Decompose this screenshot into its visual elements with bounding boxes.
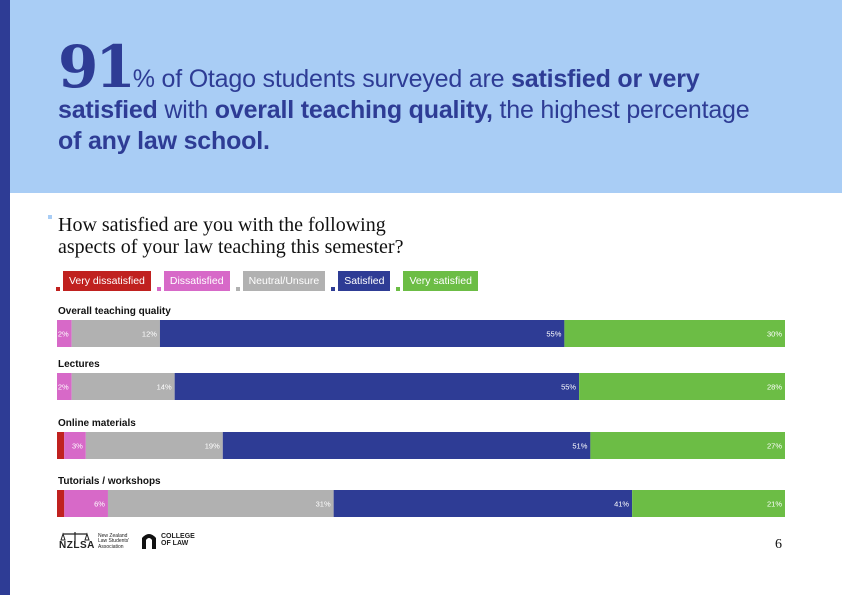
- bar-row-overall-teaching-quality: Overall teaching quality 2% 12% 55% 30%: [57, 306, 785, 347]
- question-line2: aspects of your law teaching this semest…: [58, 236, 404, 258]
- bar-segment-satisfied: [159, 320, 565, 347]
- legend-item-dissatisfied: Dissatisfied: [156, 271, 230, 291]
- category-label: Lectures: [58, 359, 100, 370]
- data-label: 2%: [58, 330, 69, 339]
- hero-text-part3: the highest percentage: [492, 96, 750, 124]
- legend-item-very-dissatisfied: Very dissatisfied: [56, 271, 151, 291]
- category-label: Tutorials / workshops: [58, 476, 161, 487]
- hero-bold1: satisfied or very satisfied: [58, 65, 700, 124]
- chart-legend: Very dissatisfied Dissatisfied Neutral/Uns…: [56, 271, 484, 291]
- legend-swatch: [235, 287, 240, 291]
- data-label: 19%: [205, 442, 220, 451]
- bar-segment-dissatisfied: [57, 320, 72, 347]
- data-label: 55%: [546, 330, 561, 339]
- bar-segment-neutral-unsure: [107, 490, 334, 517]
- legend-item-neutral-unsure: Neutral/Unsure: [235, 271, 326, 291]
- hero-big-number: 91: [58, 33, 136, 101]
- college-arch-icon: [142, 534, 156, 549]
- hero-bold2: overall teaching quality,: [214, 96, 493, 124]
- data-label: 28%: [767, 383, 782, 392]
- bar-segment-dissatisfied: [64, 490, 108, 517]
- legend-swatch: [156, 287, 161, 291]
- college-name: COLLEGE OF LAW: [161, 533, 195, 547]
- category-label: Online materials: [58, 418, 136, 429]
- bar-segment-very-satisfied: [590, 432, 785, 459]
- data-label: 30%: [767, 330, 782, 339]
- legend-label: Satisfied: [338, 271, 391, 291]
- data-label: 6%: [94, 500, 105, 509]
- hero-text-part2: with: [157, 96, 215, 124]
- nzlsa-line1: New Zealand: [98, 532, 128, 539]
- nzlsa-logo: NZLSA New Zealand Law Students' Associat…: [58, 530, 129, 554]
- legend-item-satisfied: Satisfied: [331, 271, 391, 291]
- college-line2: OF LAW: [161, 540, 189, 547]
- bar-segment-very-dissatisfied: [57, 490, 65, 517]
- legend-label: Very satisfied: [403, 271, 478, 291]
- bar-row-lectures: Lectures 2% 14% 55% 28%: [57, 359, 785, 400]
- data-label: 27%: [767, 442, 782, 451]
- bar-segment-satisfied: [333, 490, 633, 517]
- bar-row-online-materials: Online materials 3% 19% 51% 27%: [57, 418, 785, 459]
- bar-segment-satisfied: [174, 373, 580, 400]
- data-label: 31%: [316, 500, 331, 509]
- bar-segment-dissatisfied: [57, 373, 72, 400]
- bar-segment-very-satisfied: [564, 320, 785, 347]
- bar-row-tutorials-workshops: Tutorials / workshops 6% 31% 41% 21%: [57, 476, 785, 517]
- legend-item-very-satisfied: Very satisfied: [396, 271, 478, 291]
- category-label: Overall teaching quality: [58, 306, 171, 317]
- data-label: 21%: [767, 500, 782, 509]
- bar-segment-neutral-unsure: [71, 320, 160, 347]
- nzlsa-line2: Law Students': [98, 538, 130, 545]
- college-line1: COLLEGE: [161, 533, 195, 540]
- hero-text-part1: % of Otago students surveyed are: [132, 65, 512, 93]
- nzlsa-name: New Zealand Law Students' Association: [98, 532, 130, 551]
- left-accent-bar: [0, 0, 10, 595]
- data-label: 2%: [58, 383, 69, 392]
- hero-bold3: of any law school.: [58, 127, 270, 155]
- legend-swatch: [56, 287, 60, 291]
- question-line1: How satisfied are you with the following: [58, 214, 386, 236]
- legend-label: Neutral/Unsure: [242, 271, 326, 291]
- data-label: 51%: [572, 442, 587, 451]
- bar-segment-satisfied: [222, 432, 591, 459]
- data-label: 3%: [72, 442, 83, 451]
- data-label: 55%: [561, 383, 576, 392]
- hero-banner: 91% of Otago students surveyed are satis…: [10, 0, 842, 193]
- page-number: 6: [775, 537, 782, 552]
- hero-headline: 91% of Otago students surveyed are satis…: [58, 38, 778, 157]
- data-label: 41%: [614, 500, 629, 509]
- bar-segment-neutral-unsure: [85, 432, 223, 459]
- legend-swatch: [331, 287, 336, 291]
- college-of-law-logo: COLLEGE OF LAW: [140, 530, 195, 550]
- legend-swatch: [396, 287, 401, 291]
- chart-question: How satisfied are you with the following…: [58, 214, 558, 258]
- nzlsa-mark: NZLSA: [59, 540, 95, 551]
- bar-segment-dissatisfied: [64, 432, 86, 459]
- legend-label: Dissatisfied: [163, 271, 230, 291]
- question-bullet: [48, 215, 52, 219]
- data-label: 14%: [157, 383, 172, 392]
- bar-segment-very-dissatisfied: [57, 432, 65, 459]
- nzlsa-line3: Association: [98, 543, 124, 550]
- bar-segment-very-satisfied: [579, 373, 785, 400]
- scales-icon: [60, 532, 90, 544]
- data-label: 12%: [142, 330, 157, 339]
- bar-segment-neutral-unsure: [71, 373, 175, 400]
- bar-segment-very-satisfied: [632, 490, 785, 517]
- legend-label: Very dissatisfied: [63, 271, 151, 291]
